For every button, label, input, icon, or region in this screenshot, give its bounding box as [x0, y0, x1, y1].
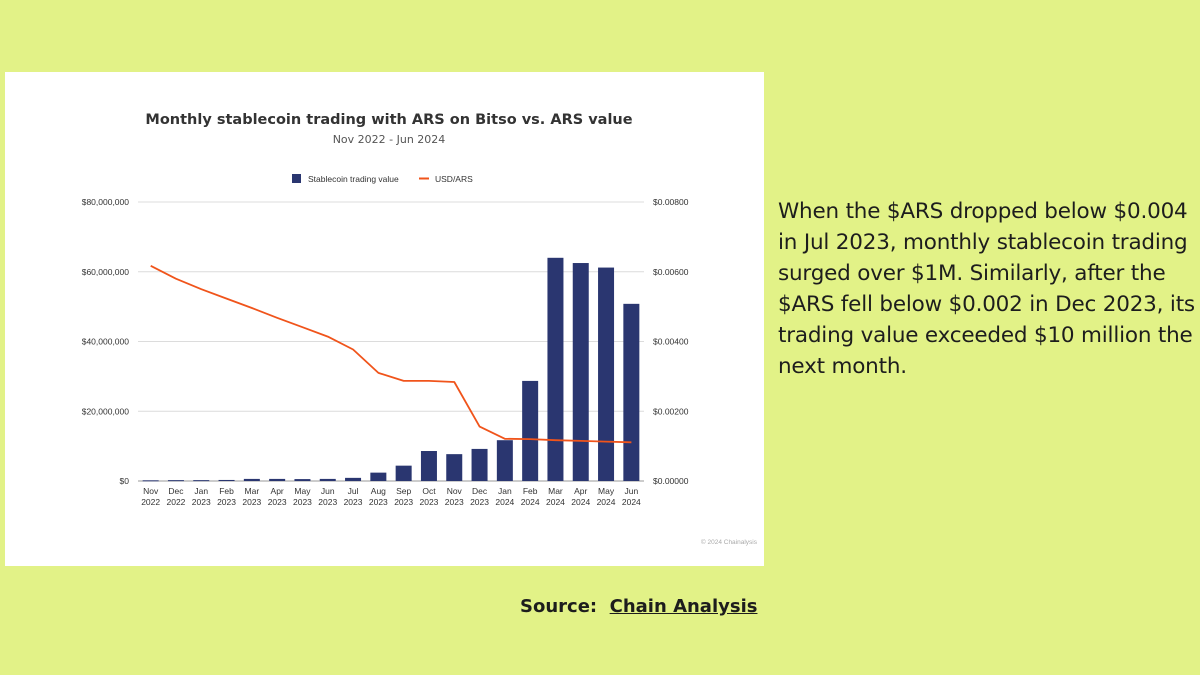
- source-link[interactable]: Chain Analysis: [609, 596, 758, 617]
- legend-swatch-bars: [292, 174, 301, 183]
- bar: [269, 478, 286, 481]
- x-tick-month: Aug: [371, 486, 386, 496]
- chart: Monthly stablecoin trading with ARS on B…: [82, 112, 758, 546]
- x-tick-year: 2023: [192, 497, 211, 507]
- x-tick-year: 2024: [622, 497, 641, 507]
- x-tick-month: Nov: [447, 486, 463, 496]
- x-tick-year: 2023: [470, 497, 489, 507]
- right-tick-label: $0.00800: [653, 197, 689, 207]
- x-tick-year: 2023: [293, 497, 312, 507]
- x-tick-month: May: [598, 486, 615, 496]
- left-tick-label: $0: [120, 476, 130, 486]
- x-tick-month: Jan: [498, 486, 512, 496]
- x-tick-year: 2024: [597, 497, 616, 507]
- bar: [471, 448, 488, 481]
- chart-title: Monthly stablecoin trading with ARS on B…: [145, 112, 632, 128]
- bar: [598, 267, 615, 481]
- bar: [522, 380, 539, 481]
- left-tick-label: $80,000,000: [82, 197, 130, 207]
- x-tick-month: Dec: [168, 486, 184, 496]
- x-tick-month: Jun: [321, 486, 335, 496]
- bar: [218, 479, 235, 481]
- x-tick-month: Mar: [245, 486, 260, 496]
- bar: [572, 263, 589, 481]
- x-tick-month: Apr: [574, 486, 587, 496]
- x-tick-year: 2022: [141, 497, 160, 507]
- right-axis-ticks: $0.00000 $0.00200 $0.00400 $0.00600 $0.00800: [653, 197, 689, 486]
- left-tick-label: $60,000,000: [82, 267, 130, 277]
- left-axis-ticks: $0 $20,000,000 $40,000,000 $60,000,000 $80,0…: [82, 197, 130, 486]
- x-tick-month: Apr: [271, 486, 284, 496]
- x-tick-year: 2023: [217, 497, 236, 507]
- x-tick-year: 2024: [571, 497, 590, 507]
- right-tick-label: $0.00600: [653, 267, 689, 277]
- legend-label-line: USD/ARS: [435, 174, 473, 184]
- x-tick-year: 2023: [419, 497, 438, 507]
- x-tick-year: 2022: [166, 497, 185, 507]
- right-tick-label: $0.00000: [653, 476, 689, 486]
- x-tick-month: Jan: [194, 486, 208, 496]
- bar: [294, 479, 311, 481]
- x-axis-ticks: Nov2022Dec2022Jan2023Feb2023Mar2023Apr20…: [141, 486, 641, 507]
- x-tick-year: 2023: [394, 497, 413, 507]
- x-tick-month: Nov: [143, 486, 159, 496]
- x-tick-year: 2023: [318, 497, 337, 507]
- caption-text: When the $ARS dropped below $0.004 in Ju…: [778, 199, 1195, 379]
- x-tick-year: 2023: [344, 497, 363, 507]
- chart-legend: Stablecoin trading value USD/ARS: [292, 174, 473, 184]
- x-tick-month: Sep: [396, 486, 411, 496]
- right-tick-label: $0.00400: [653, 337, 689, 347]
- x-tick-year: 2023: [242, 497, 261, 507]
- bar: [142, 480, 159, 482]
- chart-watermark: © 2024 Chainalysis: [701, 538, 758, 546]
- x-tick-month: Mar: [548, 486, 563, 496]
- x-tick-year: 2024: [495, 497, 514, 507]
- bar-series: [142, 257, 640, 482]
- source-line: Source: Chain Analysis: [520, 596, 757, 617]
- left-tick-label: $20,000,000: [82, 406, 130, 416]
- x-tick-month: May: [294, 486, 311, 496]
- bar: [420, 451, 437, 481]
- bar: [167, 480, 184, 482]
- source-label: Source:: [520, 596, 610, 617]
- bar: [370, 472, 387, 481]
- x-tick-year: 2023: [445, 497, 464, 507]
- x-tick-month: Feb: [219, 486, 234, 496]
- bar: [496, 440, 513, 481]
- bar: [395, 465, 412, 481]
- right-tick-label: $0.00200: [653, 406, 689, 416]
- bar: [623, 303, 640, 481]
- x-tick-year: 2023: [268, 497, 287, 507]
- x-tick-year: 2024: [546, 497, 565, 507]
- bar: [446, 454, 463, 481]
- legend-label-bars: Stablecoin trading value: [308, 174, 399, 184]
- x-tick-year: 2024: [521, 497, 540, 507]
- x-tick-year: 2023: [369, 497, 388, 507]
- line-series: [150, 264, 632, 444]
- chart-subtitle: Nov 2022 - Jun 2024: [333, 133, 446, 146]
- x-tick-month: Jun: [624, 486, 638, 496]
- bar: [243, 478, 260, 481]
- bar: [193, 480, 210, 482]
- left-tick-label: $40,000,000: [82, 337, 130, 347]
- bar: [345, 477, 362, 481]
- line-path: [150, 264, 632, 444]
- gridlines: [138, 201, 644, 482]
- bar: [319, 478, 336, 481]
- bar: [547, 257, 564, 481]
- x-tick-month: Feb: [523, 486, 538, 496]
- x-tick-month: Oct: [422, 486, 436, 496]
- x-tick-month: Dec: [472, 486, 488, 496]
- chart-card: Monthly stablecoin trading with ARS on B…: [5, 72, 764, 566]
- x-tick-month: Jul: [348, 486, 359, 496]
